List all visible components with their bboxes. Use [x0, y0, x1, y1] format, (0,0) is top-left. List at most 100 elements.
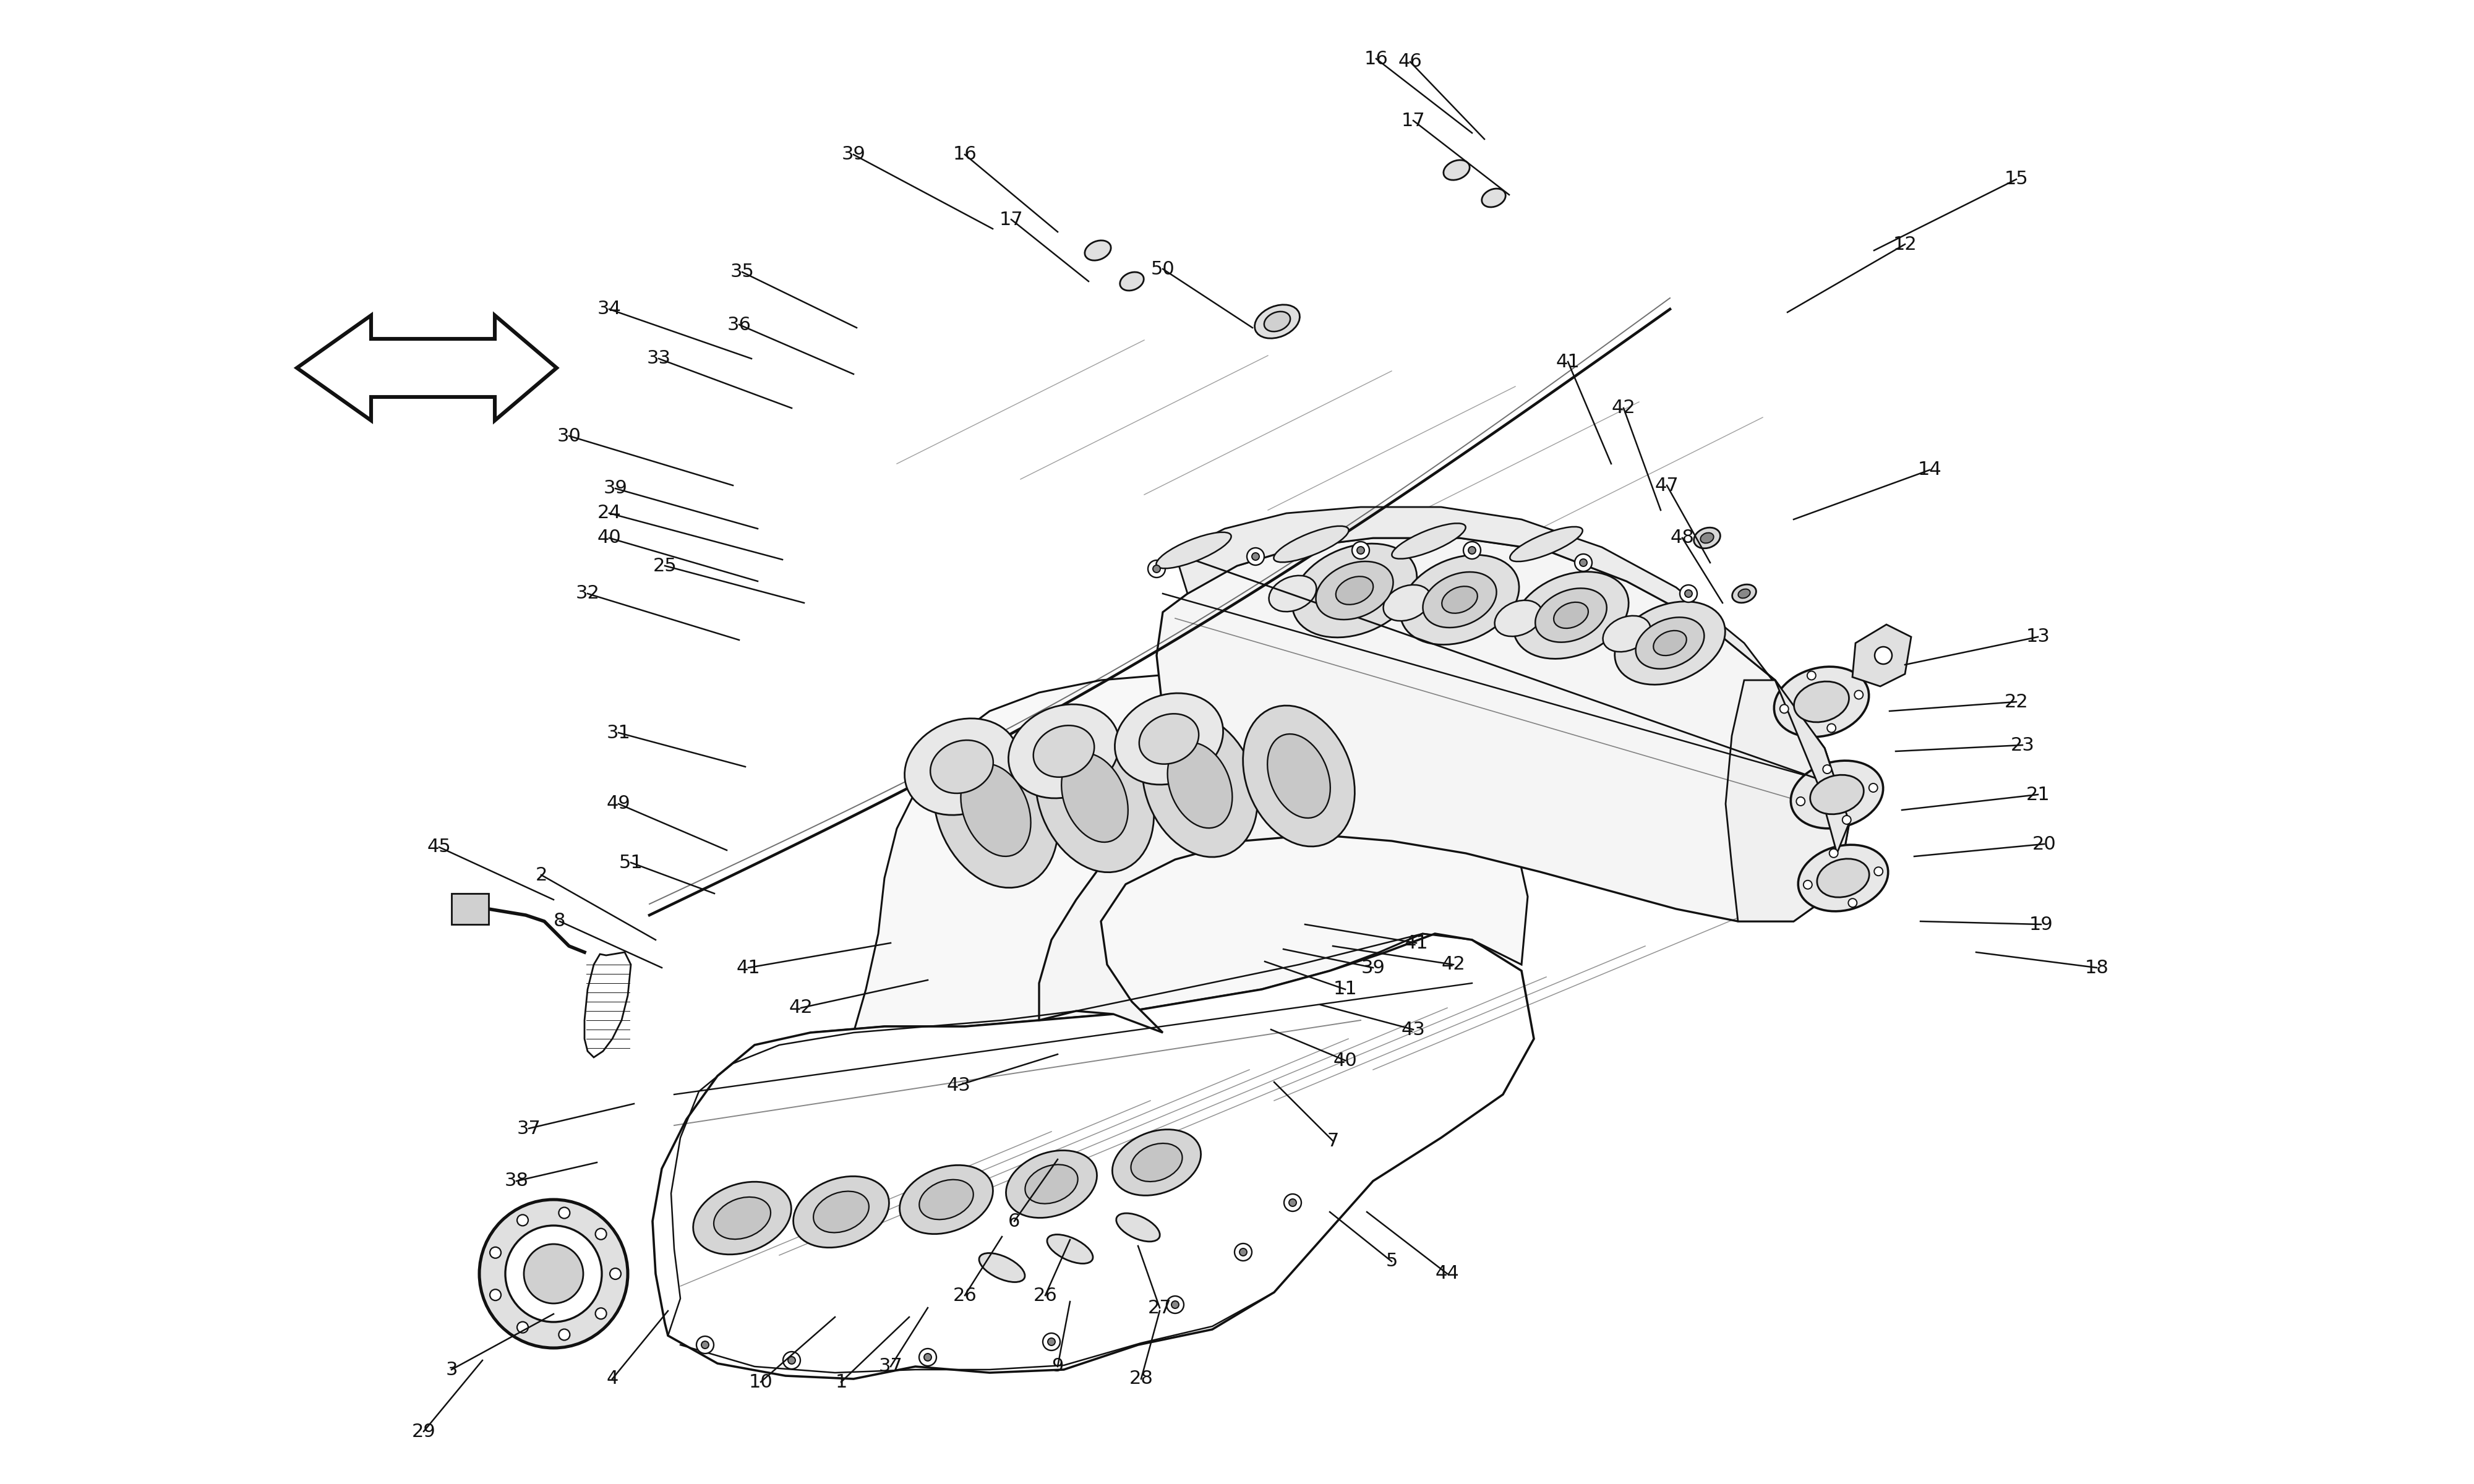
- Circle shape: [1828, 849, 1838, 858]
- Text: 29: 29: [411, 1423, 435, 1441]
- Circle shape: [1806, 671, 1816, 680]
- Circle shape: [596, 1307, 606, 1319]
- Text: 40: 40: [1333, 1052, 1358, 1070]
- Text: 16: 16: [1363, 50, 1388, 68]
- Circle shape: [1235, 1244, 1252, 1261]
- Ellipse shape: [1291, 543, 1418, 638]
- Text: 31: 31: [606, 724, 631, 742]
- Circle shape: [1868, 784, 1878, 792]
- Circle shape: [559, 1330, 569, 1340]
- Text: 42: 42: [789, 999, 814, 1017]
- Text: 43: 43: [948, 1076, 970, 1094]
- Ellipse shape: [1393, 524, 1465, 559]
- Circle shape: [1173, 1301, 1180, 1309]
- Text: 1: 1: [836, 1373, 846, 1391]
- Ellipse shape: [1400, 555, 1519, 644]
- Text: 47: 47: [1655, 476, 1680, 494]
- Ellipse shape: [1509, 527, 1583, 561]
- Text: 21: 21: [2026, 785, 2051, 803]
- Text: 51: 51: [618, 853, 643, 871]
- Text: 19: 19: [2029, 916, 2053, 933]
- Ellipse shape: [1482, 188, 1507, 208]
- Ellipse shape: [1084, 240, 1111, 260]
- Ellipse shape: [1442, 160, 1470, 180]
- Circle shape: [1470, 546, 1475, 554]
- Text: 46: 46: [1398, 53, 1423, 71]
- Ellipse shape: [794, 1177, 888, 1248]
- Text: 50: 50: [1150, 260, 1175, 278]
- Text: 15: 15: [2004, 171, 2029, 188]
- Text: 39: 39: [604, 479, 628, 497]
- Text: 41: 41: [737, 959, 760, 976]
- Text: 35: 35: [730, 263, 755, 280]
- Polygon shape: [653, 933, 1534, 1379]
- Circle shape: [925, 1353, 930, 1361]
- Ellipse shape: [1047, 1235, 1094, 1263]
- Text: 18: 18: [2086, 959, 2108, 976]
- Ellipse shape: [505, 1226, 601, 1322]
- Circle shape: [1848, 898, 1858, 907]
- Circle shape: [1252, 552, 1259, 559]
- Text: 37: 37: [517, 1119, 542, 1137]
- Ellipse shape: [1121, 272, 1143, 291]
- Text: 27: 27: [1148, 1298, 1173, 1316]
- Ellipse shape: [1700, 533, 1714, 543]
- Text: 2: 2: [534, 867, 547, 884]
- Ellipse shape: [1635, 617, 1705, 669]
- Ellipse shape: [1254, 304, 1299, 338]
- Text: 5: 5: [1385, 1252, 1398, 1270]
- Text: 40: 40: [596, 528, 621, 548]
- Ellipse shape: [1168, 742, 1232, 828]
- Text: 10: 10: [750, 1373, 772, 1391]
- Ellipse shape: [1732, 585, 1757, 603]
- Circle shape: [517, 1322, 529, 1333]
- Ellipse shape: [1423, 571, 1497, 628]
- Ellipse shape: [1155, 533, 1232, 568]
- Text: 43: 43: [1400, 1021, 1425, 1039]
- Circle shape: [782, 1352, 802, 1368]
- Ellipse shape: [1816, 859, 1870, 898]
- Text: 7: 7: [1326, 1132, 1338, 1150]
- Circle shape: [1148, 559, 1165, 577]
- Text: 17: 17: [999, 211, 1024, 229]
- Circle shape: [1289, 1199, 1296, 1206]
- Ellipse shape: [1791, 761, 1883, 828]
- Text: 14: 14: [1917, 462, 1942, 479]
- Text: 13: 13: [2026, 628, 2051, 646]
- Ellipse shape: [693, 1181, 792, 1254]
- Ellipse shape: [901, 1165, 992, 1235]
- Ellipse shape: [960, 764, 1032, 856]
- Circle shape: [1875, 647, 1893, 665]
- Ellipse shape: [1143, 714, 1257, 858]
- Text: 20: 20: [2031, 835, 2056, 853]
- Ellipse shape: [905, 718, 1019, 815]
- Ellipse shape: [1695, 527, 1719, 549]
- Circle shape: [490, 1290, 502, 1300]
- Ellipse shape: [920, 1180, 972, 1220]
- Polygon shape: [1853, 625, 1910, 686]
- Polygon shape: [1039, 537, 1851, 1033]
- Ellipse shape: [1514, 571, 1628, 659]
- Ellipse shape: [1616, 601, 1724, 684]
- Polygon shape: [1175, 508, 1818, 779]
- Ellipse shape: [1536, 588, 1606, 643]
- Text: 33: 33: [646, 350, 670, 368]
- Circle shape: [490, 1247, 502, 1258]
- Ellipse shape: [1442, 586, 1477, 613]
- Text: 45: 45: [428, 838, 450, 856]
- Circle shape: [1804, 880, 1811, 889]
- Text: 41: 41: [1405, 933, 1427, 951]
- Text: 38: 38: [505, 1172, 529, 1190]
- Polygon shape: [811, 674, 1529, 1033]
- Ellipse shape: [1383, 585, 1430, 620]
- Polygon shape: [584, 953, 631, 1057]
- Ellipse shape: [933, 732, 1059, 887]
- Ellipse shape: [1034, 726, 1094, 778]
- Circle shape: [1680, 585, 1697, 603]
- Circle shape: [1356, 546, 1366, 554]
- Ellipse shape: [1603, 616, 1650, 651]
- Polygon shape: [297, 315, 557, 420]
- Ellipse shape: [713, 1198, 772, 1239]
- Text: 28: 28: [1128, 1370, 1153, 1388]
- Ellipse shape: [1024, 1165, 1079, 1204]
